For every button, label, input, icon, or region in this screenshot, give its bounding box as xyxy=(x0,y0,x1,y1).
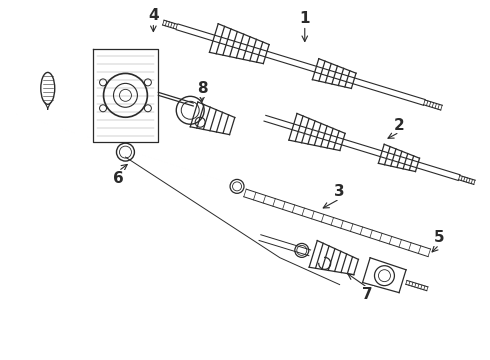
Text: 1: 1 xyxy=(299,11,310,26)
Text: 8: 8 xyxy=(197,81,207,96)
Text: 7: 7 xyxy=(362,287,373,302)
Text: 2: 2 xyxy=(394,118,405,133)
Text: 4: 4 xyxy=(148,8,159,23)
Text: 5: 5 xyxy=(434,230,444,245)
Text: 6: 6 xyxy=(113,171,124,185)
Text: 3: 3 xyxy=(334,184,345,199)
